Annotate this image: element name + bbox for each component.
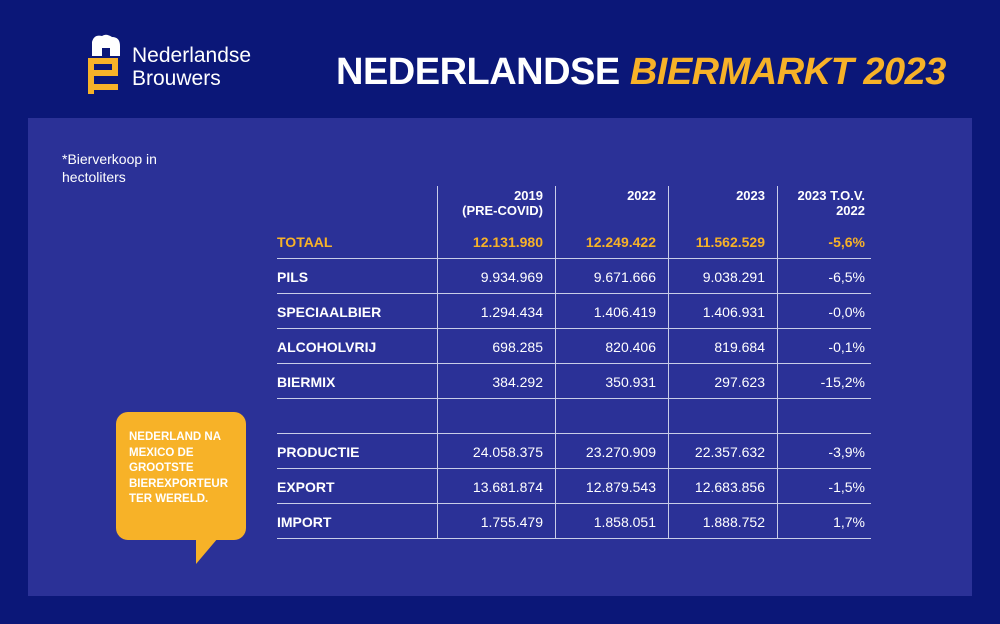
value-change: -15,2%	[777, 364, 871, 399]
value-2023: 11.562.529	[668, 224, 777, 259]
header-change: 2023 T.O.V. 2022	[777, 186, 871, 224]
table-row	[277, 399, 871, 434]
callout-text: NEDERLAND NA MEXICO DE GROOTSTE BIEREXPO…	[129, 431, 229, 505]
value-2023: 1.888.752	[668, 504, 777, 539]
value-2019: 13.681.874	[437, 469, 555, 504]
value-2022: 12.879.543	[555, 469, 668, 504]
value-2023: 1.406.931	[668, 294, 777, 329]
header-2022: 2022	[555, 186, 668, 224]
row-label: BIERMIX	[277, 373, 336, 390]
table-row: TOTAAL 12.131.980 12.249.422 11.562.529 -5,6…	[277, 224, 871, 259]
value-2023	[668, 399, 777, 434]
title-part1: NEDERLANDSE	[336, 51, 630, 93]
row-label: ALCOHOLVRIJ	[277, 338, 377, 355]
row-label: PILS	[277, 268, 309, 285]
value-2019: 12.131.980	[437, 224, 555, 259]
value-2022: 9.671.666	[555, 259, 668, 294]
value-change: -5,6%	[777, 224, 871, 259]
row-label: TOTAAL	[277, 233, 333, 250]
value-change: -6,5%	[777, 259, 871, 294]
row-label: PRODUCTIE	[277, 443, 360, 460]
value-2023: 297.623	[668, 364, 777, 399]
value-2023: 819.684	[668, 329, 777, 364]
value-change: -1,5%	[777, 469, 871, 504]
table-row: EXPORT 13.681.874 12.879.543 12.683.856 -1,5…	[277, 469, 871, 504]
brand-line1: Nederlandse	[132, 44, 252, 67]
value-change: -0,0%	[777, 294, 871, 329]
value-change	[777, 399, 871, 434]
table-row: ALCOHOLVRIJ 698.285 820.406 819.684 -0,1%	[277, 329, 871, 364]
value-2019	[437, 399, 555, 434]
value-2019: 1.755.479	[437, 504, 555, 539]
row-label: SPECIAALBIER	[277, 303, 382, 320]
value-2022: 12.249.422	[555, 224, 668, 259]
value-2019: 1.294.434	[437, 294, 555, 329]
value-2023: 12.683.856	[668, 469, 777, 504]
row-label	[277, 399, 437, 434]
table-row: SPECIAALBIER 1.294.434 1.406.419 1.406.931-…	[277, 294, 871, 329]
table-row: PRODUCTIE 24.058.375 23.270.909 22.357.632-…	[277, 434, 871, 469]
table-header: 2019 (PRE-COVID) 2022 2023 2023 T.O.V. 2…	[277, 186, 871, 224]
callout-tail	[196, 538, 218, 564]
row-label: EXPORT	[277, 478, 335, 495]
value-2023: 9.038.291	[668, 259, 777, 294]
value-2022	[555, 399, 668, 434]
value-2022: 1.858.051	[555, 504, 668, 539]
value-2019: 698.285	[437, 329, 555, 364]
value-2022: 23.270.909	[555, 434, 668, 469]
page-title: NEDERLANDSE BIERMARKT 2023	[336, 52, 946, 92]
value-2022: 820.406	[555, 329, 668, 364]
callout-bubble: NEDERLAND NA MEXICO DE GROOTSTE BIEREXPO…	[116, 412, 246, 540]
header-2019: 2019 (PRE-COVID)	[437, 186, 555, 224]
units-note: *Bierverkoop in hectoliters	[62, 151, 157, 185]
brand-name: Nederlandse Brouwers	[132, 44, 251, 90]
value-change: -3,9%	[777, 434, 871, 469]
title-part2: BIERMARKT 2023	[629, 51, 947, 93]
brand-line2: Brouwers	[132, 67, 221, 90]
header-2023: 2023	[668, 186, 777, 224]
value-2019: 384.292	[437, 364, 555, 399]
table-row: PILS 9.934.969 9.671.666 9.038.291 -6,5%	[277, 259, 871, 294]
value-change: -0,1%	[777, 329, 871, 364]
brand-logo: Nederlandse Brouwers	[84, 34, 294, 98]
value-change: 1,7%	[777, 504, 871, 539]
nederlandse-brouwers-logo-icon	[88, 34, 120, 94]
value-2019: 24.058.375	[437, 434, 555, 469]
row-label: IMPORT	[277, 513, 332, 530]
value-2019: 9.934.969	[437, 259, 555, 294]
value-2023: 22.357.632	[668, 434, 777, 469]
table-row: BIERMIX 384.292 350.931 297.623 -15,2%	[277, 364, 871, 399]
value-2022: 350.931	[555, 364, 668, 399]
value-2022: 1.406.419	[555, 294, 668, 329]
table-row: IMPORT 1.755.479 1.858.051 1.888.752 1,7%	[277, 504, 871, 539]
